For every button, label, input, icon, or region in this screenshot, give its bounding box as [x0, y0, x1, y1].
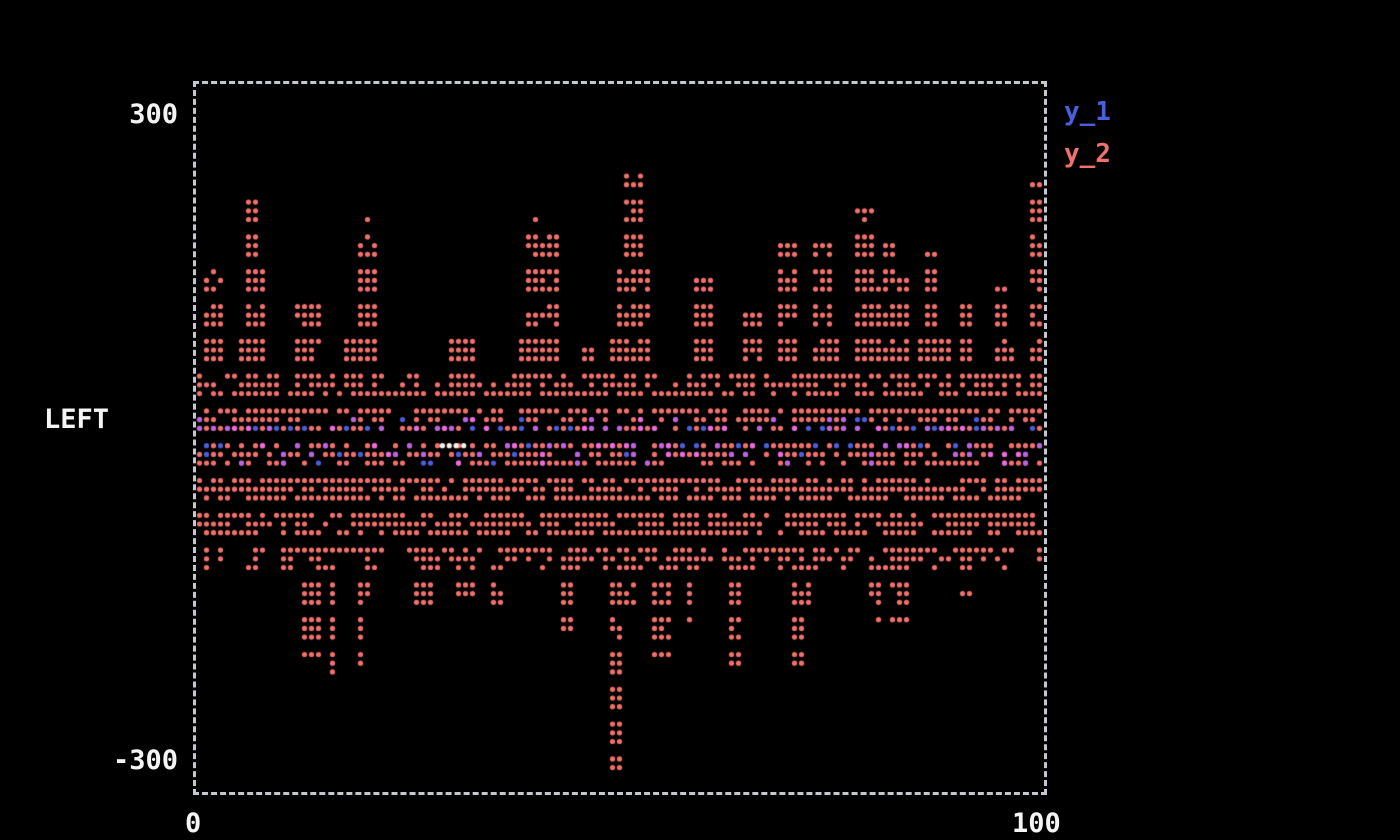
plot-dots	[196, 84, 1044, 792]
plot-frame	[193, 81, 1047, 795]
legend-item-y2: y_2	[1064, 139, 1111, 169]
x-axis-tick-0: 0	[185, 808, 202, 839]
y-axis-tick-neg-300: -300	[112, 745, 178, 776]
x-axis-tick-100: 100	[1012, 808, 1061, 839]
legend-item-y1: y_1	[1064, 97, 1111, 127]
y-axis-name: LEFT	[44, 404, 110, 435]
y-axis-tick-300: 300	[129, 99, 178, 130]
